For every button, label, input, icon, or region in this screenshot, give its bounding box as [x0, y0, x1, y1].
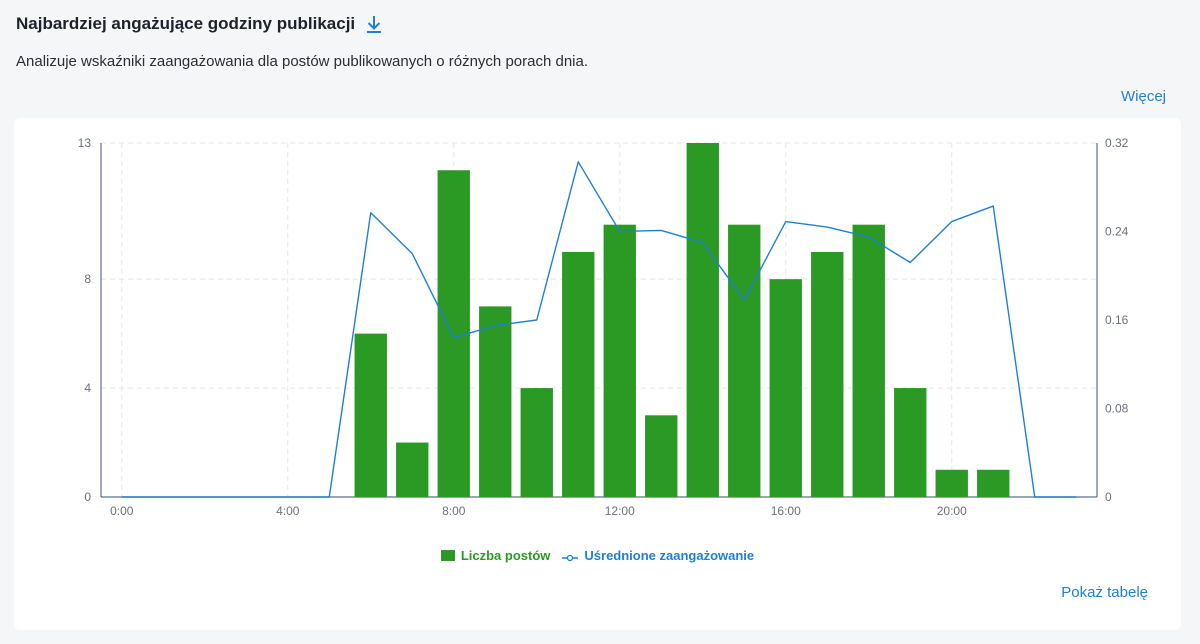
bar-posts: [396, 442, 429, 497]
page-subtitle: Analizuje wskaźniki zaangażowania dla po…: [16, 53, 588, 70]
bar-posts: [894, 388, 927, 497]
legend-item-engagement[interactable]: Uśrednione zaangażowanie: [562, 548, 754, 563]
bar-posts: [354, 333, 387, 497]
bar-posts: [811, 251, 844, 497]
x-tick-label: 8:00: [442, 504, 466, 518]
legend-item-posts[interactable]: Liczba postów: [440, 548, 551, 563]
bar-posts: [645, 415, 678, 497]
bar-posts: [479, 306, 512, 497]
more-link[interactable]: Więcej: [1120, 88, 1166, 105]
engagement-chart: 0 4 8 13 0 0.08 0.16 0.24 0.32 0:00 4:00 8:00 12:00 1…: [78, 136, 1129, 518]
legend-bar-swatch: [440, 550, 455, 561]
chart-card: 0 4 8 13 0 0.08 0.16 0.24 0.32 0:00 4:00 8:00 12:00 1…: [14, 118, 1181, 630]
line-engagement: [121, 161, 1077, 498]
y-left-tick-label: 8: [84, 272, 91, 286]
page-title: Najbardziej angażujące godziny publikacj…: [16, 14, 356, 33]
y-right-tick-label: 0.08: [1105, 402, 1129, 416]
x-tick-label: 20:00: [937, 504, 967, 518]
x-tick-label: 4:00: [276, 504, 300, 518]
y-left-tick-label: 13: [78, 136, 92, 150]
bar-posts: [520, 388, 553, 497]
x-tick-label: 16:00: [771, 504, 801, 518]
chart-legend: Liczba postów Uśrednione zaangażowanie: [14, 548, 1181, 563]
bar-posts: [562, 251, 595, 497]
y-right-tick-label: 0: [1105, 490, 1112, 504]
bar-posts: [977, 469, 1010, 497]
bar-posts: [852, 224, 885, 497]
y-right-tick-label: 0.16: [1105, 313, 1129, 327]
legend-line-swatch: [562, 551, 579, 561]
y-left-tick-label: 0: [84, 490, 91, 504]
bar-posts: [603, 224, 636, 497]
x-tick-label: 12:00: [605, 504, 635, 518]
bar-posts: [935, 469, 968, 497]
y-right-tick-label: 0.32: [1105, 136, 1129, 150]
y-right-tick-label: 0.24: [1105, 225, 1129, 239]
legend-label-engagement: Uśrednione zaangażowanie: [584, 548, 755, 563]
bar-posts: [437, 170, 470, 497]
bar-posts: [769, 279, 802, 497]
legend-label-posts: Liczba postów: [460, 548, 551, 563]
header: Najbardziej angażujące godziny publikacj…: [16, 14, 383, 34]
bar-posts: [686, 143, 719, 497]
x-tick-label: 0:00: [110, 504, 134, 518]
bar-posts: [728, 224, 761, 497]
download-icon[interactable]: [365, 14, 383, 34]
show-table-link[interactable]: Pokaż tabelę: [1061, 584, 1148, 601]
y-left-tick-label: 4: [84, 381, 91, 395]
